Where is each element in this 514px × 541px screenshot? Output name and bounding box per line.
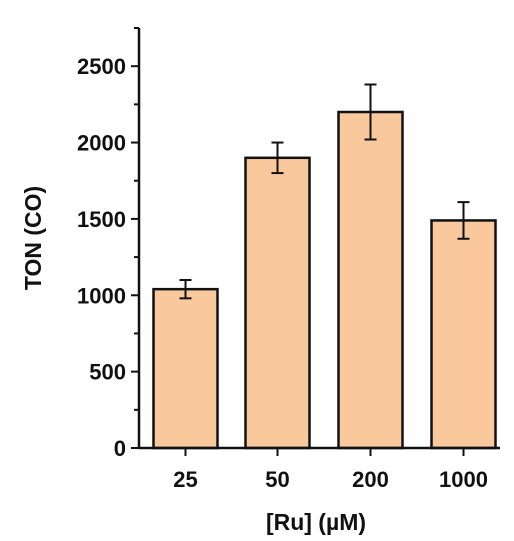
y-tick-label: 1500: [77, 207, 126, 232]
x-tick-label: 1000: [439, 467, 488, 492]
x-ticks-group: 25 50 200 1000: [173, 448, 488, 492]
bar-50: [244, 156, 311, 450]
x-tick-label: 50: [265, 467, 289, 492]
axes-group: [137, 28, 500, 450]
x-tick-label: 25: [173, 467, 197, 492]
y-tick-label: 500: [89, 360, 126, 385]
y-tick-label: 2500: [77, 54, 126, 79]
y-axis-title: TON (CO): [20, 186, 46, 290]
bar-200: [337, 110, 404, 450]
x-tick-label: 200: [352, 467, 389, 492]
y-ticks-group: 0 500 1000 1500 2000 2500: [77, 27, 139, 461]
error-bars-group: [179, 83, 470, 300]
bar-1000: [430, 219, 497, 450]
bars-group: [152, 110, 497, 450]
x-axis-title: [Ru] (µM): [266, 509, 366, 535]
y-tick-label: 2000: [77, 131, 126, 156]
y-tick-label: 1000: [77, 283, 126, 308]
bar-25: [152, 287, 219, 450]
y-tick-label: 0: [114, 436, 126, 461]
